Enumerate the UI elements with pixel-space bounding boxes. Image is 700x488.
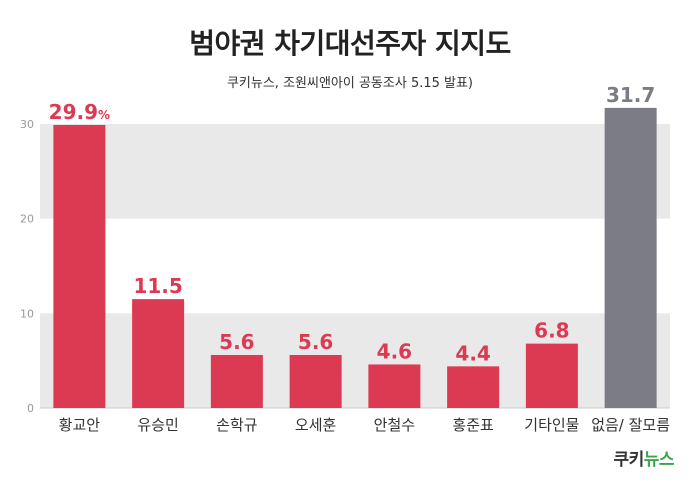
y-tick-label: 0 [27,402,34,415]
data-label: 5.6 [298,330,333,354]
bar [210,354,263,408]
logo-main-text: 쿠키 [613,450,644,470]
y-tick-label: 10 [20,307,34,320]
chart-title: 범야권 차기대선주자 지지도 [189,27,511,60]
data-label: 4.4 [455,341,490,365]
bar [368,364,421,408]
grid-band [40,124,670,219]
category-label: 황교안 [59,416,101,434]
bar [53,124,106,409]
chart-subtitle: 쿠키뉴스, 조원씨앤아이 공동조사 5.15 발표) [226,76,474,91]
category-label: 홍준표 [452,416,494,434]
kuki-news-logo: 쿠키뉴스 [613,445,674,470]
logo-accent-text: 뉴스 [643,450,675,470]
category-label: 없음/ 잘모름 [591,416,670,434]
data-label-unit: % [98,108,110,122]
data-label: 4.6 [377,339,412,363]
data-label: 11.5 [133,274,182,298]
bar [447,366,500,408]
category-label: 유승민 [137,416,178,434]
y-tick-label: 30 [20,118,34,131]
data-label: 29.9% [49,100,110,124]
bar [604,107,657,408]
bar [525,343,578,408]
data-label: 5.6 [219,330,254,354]
data-label: 6.8 [534,319,569,343]
category-label: 기타인물 [524,416,579,434]
category-label: 안철수 [374,416,415,434]
bar [289,354,342,408]
data-label: 31.7 [606,83,655,107]
category-label: 손학규 [216,416,257,434]
y-tick-label: 20 [20,213,34,226]
bar [132,299,185,408]
category-label: 오세훈 [295,416,336,434]
